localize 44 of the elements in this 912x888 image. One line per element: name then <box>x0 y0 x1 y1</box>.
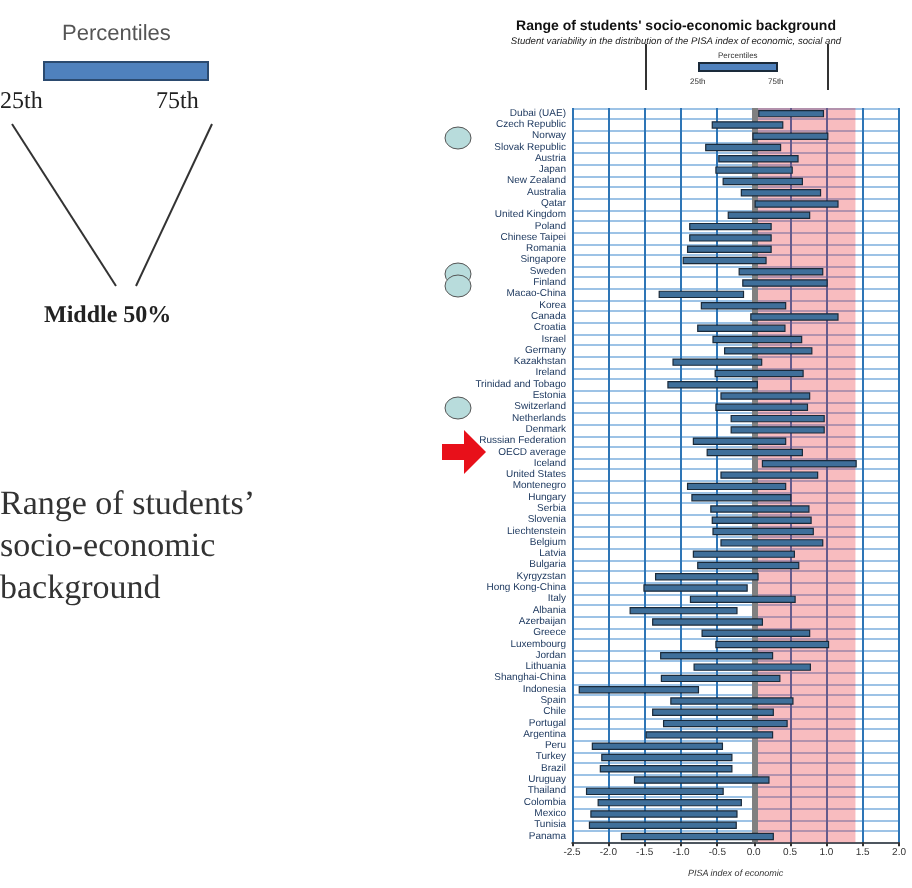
bar <box>590 810 738 818</box>
bar <box>697 324 786 332</box>
bar <box>658 290 745 299</box>
bar <box>750 313 839 321</box>
bar <box>588 821 737 829</box>
bar <box>670 697 794 705</box>
bar <box>711 516 812 524</box>
bar <box>758 109 825 118</box>
bar <box>715 403 809 412</box>
bar <box>652 708 774 717</box>
bar <box>754 200 839 208</box>
bar <box>705 143 782 152</box>
bar <box>712 335 803 344</box>
bar <box>730 414 825 423</box>
bar <box>686 482 787 491</box>
text: Range of students’ socio-economic background <box>0 482 255 608</box>
bar <box>585 787 724 796</box>
bar <box>697 561 800 570</box>
bar <box>715 640 830 649</box>
bar <box>706 448 803 457</box>
text: Middle 50% <box>44 300 172 330</box>
bar <box>620 832 774 841</box>
bar <box>689 222 772 231</box>
bar <box>740 189 822 197</box>
text: 75th <box>156 86 199 116</box>
bar <box>691 493 792 502</box>
bar <box>727 211 811 220</box>
bar <box>629 606 738 615</box>
bar <box>682 256 767 265</box>
bar <box>689 595 796 604</box>
bar <box>601 753 733 762</box>
bar <box>710 505 810 513</box>
bar <box>714 369 804 378</box>
bar <box>720 392 811 400</box>
bar <box>700 301 787 310</box>
bar <box>660 674 781 683</box>
bar <box>712 527 814 536</box>
bar <box>597 798 742 807</box>
text: Percentiles <box>62 22 171 46</box>
bar <box>667 381 758 389</box>
bar <box>722 177 803 186</box>
text: 25th <box>0 86 43 116</box>
bar <box>662 719 788 728</box>
bar <box>578 686 700 694</box>
